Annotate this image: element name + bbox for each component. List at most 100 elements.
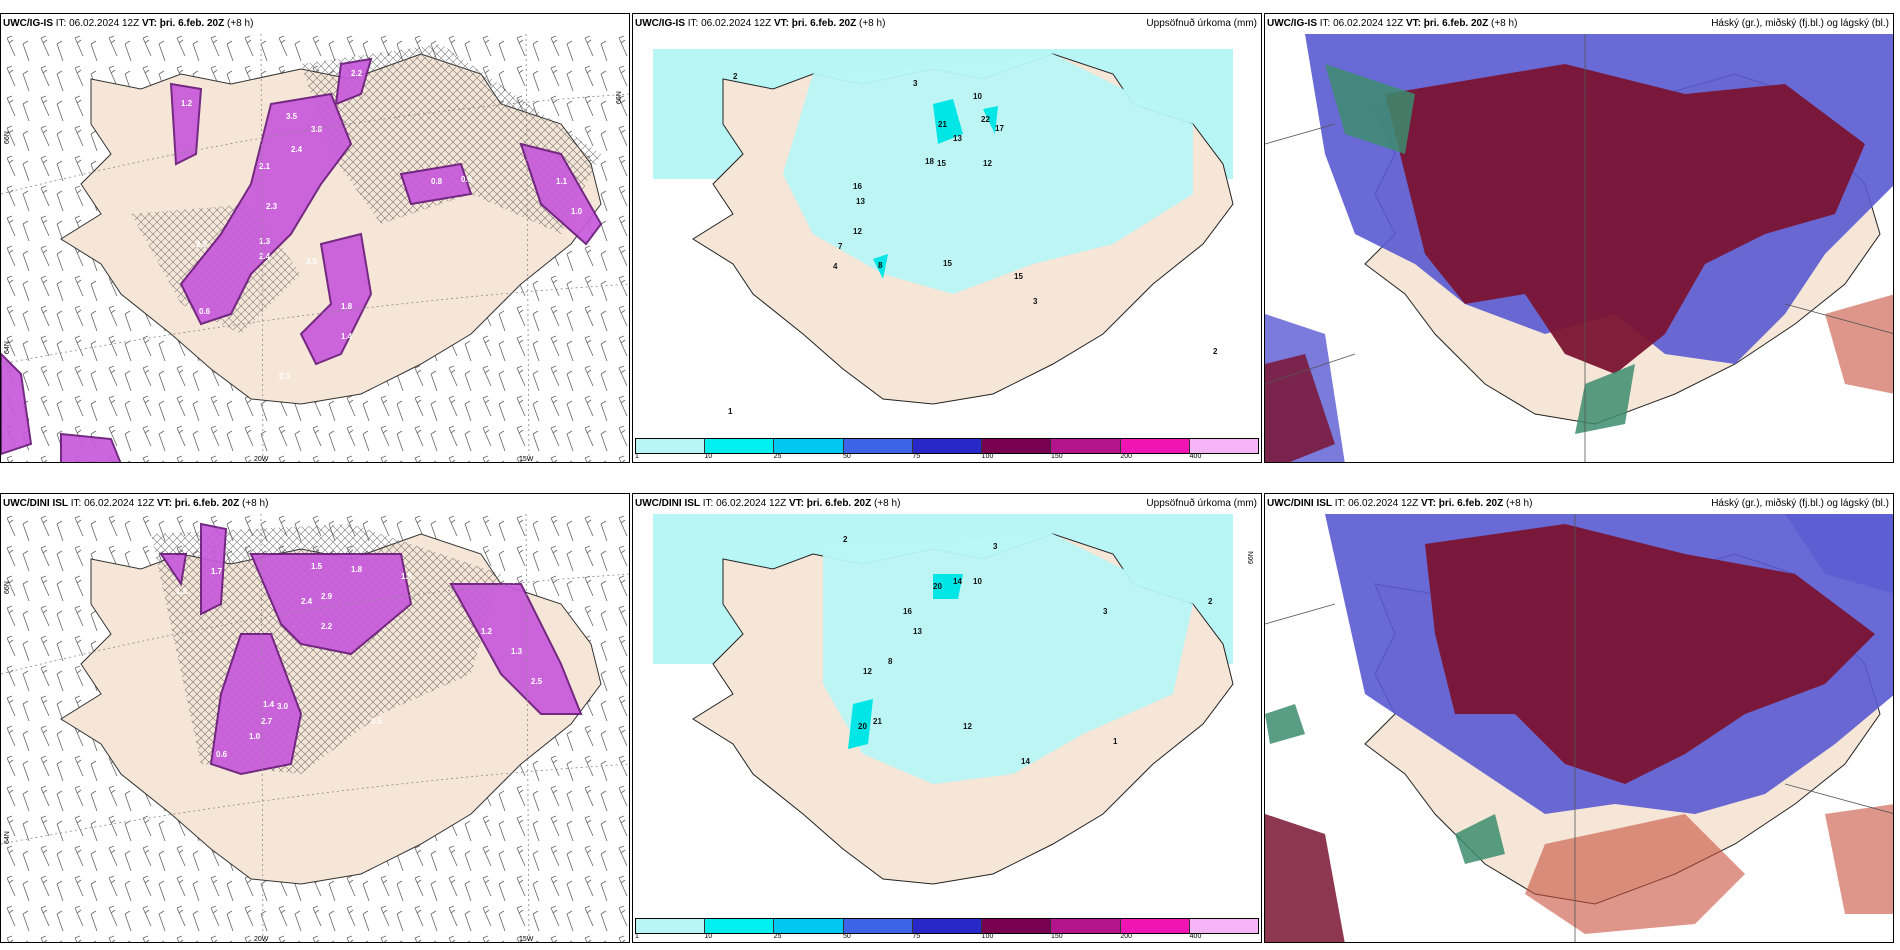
precip-legend-ticks: 1 10 25 50 75 100 150 200 400 <box>635 933 1259 942</box>
svg-text:16: 16 <box>853 182 862 191</box>
svg-text:12: 12 <box>863 667 872 676</box>
valid-time: þri. 6.feb. 20Z <box>1423 18 1489 29</box>
svg-text:2.9: 2.9 <box>321 592 333 601</box>
svg-text:3.0: 3.0 <box>277 702 289 711</box>
svg-text:2: 2 <box>1208 597 1213 606</box>
legend-swatch <box>705 919 775 933</box>
legend-tick-label: 200 <box>1120 933 1133 940</box>
legend-tick-label: 1 <box>635 453 639 460</box>
svg-text:2.5: 2.5 <box>531 677 543 686</box>
precip-legend: 1 10 25 50 75 100 150 200 400 <box>633 436 1261 462</box>
panel-header: UWC/DINI ISL IT: 06.02.2024 12Z VT: þri.… <box>1 494 629 514</box>
legend-tick-label: 25 <box>773 453 782 460</box>
svg-text:1.5: 1.5 <box>311 562 323 571</box>
precip-labels: 2 3 20 14 10 16 13 8 12 21 20 12 14 3 2 … <box>843 535 1213 766</box>
legend-swatch <box>705 439 775 453</box>
legend-swatch <box>1120 439 1190 453</box>
svg-text:2: 2 <box>843 535 848 544</box>
svg-text:1.5: 1.5 <box>176 587 188 596</box>
svg-text:1.2: 1.2 <box>481 627 493 636</box>
icing-areas <box>1 57 603 462</box>
legend-tick-label: 100 <box>981 453 994 460</box>
lat-66n-label: 66N <box>616 91 623 104</box>
svg-text:10: 10 <box>973 577 982 586</box>
legend-tick-label: 10 <box>704 453 713 460</box>
lead-time: (+8 h) <box>874 498 901 509</box>
svg-text:21: 21 <box>938 120 947 129</box>
lon-20w-label: 20W <box>254 936 269 943</box>
precip-title: Uppsöfnuð úrkoma (mm) <box>1146 498 1257 509</box>
valid-time: þri. 6.feb. 20Z <box>174 498 240 509</box>
svg-text:1.0: 1.0 <box>249 732 261 741</box>
svg-text:15: 15 <box>943 259 952 268</box>
svg-text:14: 14 <box>1021 757 1030 766</box>
init-time: IT: 06.02.2024 12Z <box>702 498 787 509</box>
svg-text:0.5: 0.5 <box>371 717 383 726</box>
svg-text:1: 1 <box>1113 737 1118 746</box>
lead-time: (+8 h) <box>1491 18 1518 29</box>
svg-text:8: 8 <box>878 261 883 270</box>
vt-label: VT: <box>1405 18 1421 29</box>
legend-tick-label: 200 <box>1120 453 1133 460</box>
panel-header: UWC/IG-IS IT: 06.02.2024 12Z VT: þri. 6.… <box>1 14 629 34</box>
svg-text:0.3: 0.3 <box>279 372 291 381</box>
legend-swatch <box>1120 919 1190 933</box>
svg-text:2.3: 2.3 <box>266 202 278 211</box>
panel-header: UWC/IG-IS IT: 06.02.2024 12Z VT: þri. 6.… <box>1265 14 1893 34</box>
legend-swatch <box>1189 439 1258 453</box>
legend-swatch <box>982 439 1052 453</box>
svg-text:2.4: 2.4 <box>301 597 313 606</box>
legend-swatch <box>1051 919 1121 933</box>
svg-text:20: 20 <box>858 722 867 731</box>
lead-time: (+8 h) <box>859 18 886 29</box>
valid-time: þri. 6.feb. 20Z <box>1438 498 1504 509</box>
svg-text:3: 3 <box>913 79 918 88</box>
svg-text:16: 16 <box>903 607 912 616</box>
svg-text:1.9: 1.9 <box>401 572 413 581</box>
legend-swatch <box>1051 439 1121 453</box>
svg-text:3: 3 <box>1033 297 1038 306</box>
svg-text:1.3: 1.3 <box>511 647 523 656</box>
svg-text:1: 1 <box>728 407 733 416</box>
svg-text:1.2: 1.2 <box>181 99 193 108</box>
svg-text:1.7: 1.7 <box>211 567 223 576</box>
svg-text:0.6: 0.6 <box>199 307 211 316</box>
legend-tick-label: 400 <box>1189 453 1202 460</box>
precip-legend-ticks: 1 10 25 50 75 100 150 200 400 <box>635 453 1259 462</box>
panel-cloud-bottom: UWC/DINI ISL IT: 06.02.2024 12Z VT: þri.… <box>1264 493 1894 943</box>
lon-20w-label: 20W <box>254 456 269 463</box>
model-name: UWC/IG-IS <box>1267 18 1317 29</box>
legend-swatch <box>843 919 913 933</box>
svg-text:12: 12 <box>983 159 992 168</box>
svg-text:22: 22 <box>981 115 990 124</box>
svg-text:20: 20 <box>933 582 942 591</box>
legend-tick-label: 1 <box>635 933 639 940</box>
svg-text:2.4: 2.4 <box>259 252 271 261</box>
svg-text:13: 13 <box>856 197 865 206</box>
legend-tick-label: 25 <box>773 933 782 940</box>
svg-text:3.5: 3.5 <box>306 257 318 266</box>
svg-text:0.8: 0.8 <box>431 177 443 186</box>
precip-legend: 1 10 25 50 75 100 150 200 400 <box>633 916 1261 942</box>
legend-tick-label: 10 <box>704 933 713 940</box>
svg-text:1.3: 1.3 <box>259 237 271 246</box>
svg-text:1.1: 1.1 <box>556 177 568 186</box>
icing-labels: 1.7 1.5 1.8 2.4 2.9 2.2 1.4 2.7 3.0 1.0 … <box>176 562 543 759</box>
legend-swatch <box>982 919 1052 933</box>
svg-text:1.0: 1.0 <box>571 207 583 216</box>
valid-time: þri. 6.feb. 20Z <box>791 18 857 29</box>
model-name: UWC/IG-IS <box>3 18 53 29</box>
cloud-title: Háský (gr.), miðský (fj.bl.) og lágský (… <box>1711 18 1889 29</box>
svg-text:2.8: 2.8 <box>196 240 208 249</box>
panel-header: UWC/DINI ISL IT: 06.02.2024 12Z VT: þri.… <box>633 494 1261 514</box>
lon-15w-label: 15W <box>519 936 534 943</box>
precip-title: Uppsöfnuð úrkoma (mm) <box>1146 18 1257 29</box>
svg-text:12: 12 <box>963 722 972 731</box>
panel-icing-top: UWC/IG-IS IT: 06.02.2024 12Z VT: þri. 6.… <box>0 13 630 463</box>
init-time: IT: 06.02.2024 12Z <box>1319 18 1404 29</box>
svg-text:2.1: 2.1 <box>259 162 271 171</box>
legend-swatch <box>1189 919 1258 933</box>
legend-tick-label: 150 <box>1051 933 1063 940</box>
legend-tick-label: 50 <box>843 933 851 940</box>
model-name: UWC/DINI ISL <box>635 498 700 509</box>
